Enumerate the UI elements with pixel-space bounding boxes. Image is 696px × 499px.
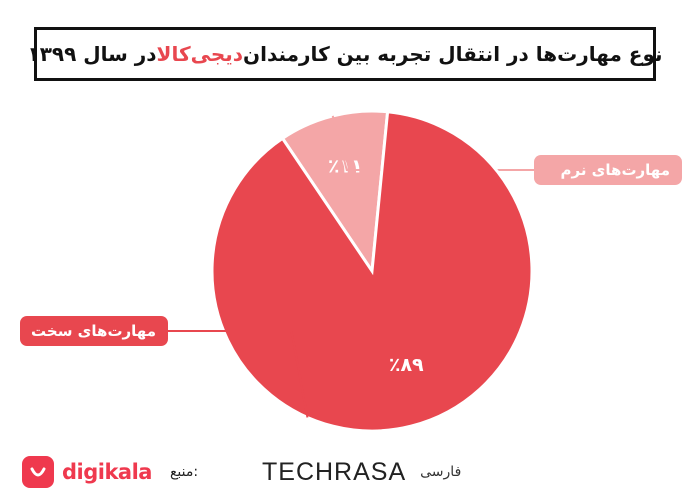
chart-title: نوع مهارت‌ها در انتقال تجربه بین کارمندا… — [27, 27, 663, 81]
pie-slice-2 — [210, 110, 534, 433]
title-prefix: نوع مهارت‌ها در انتقال تجربه بین کارمندا… — [243, 42, 663, 66]
source-logo-text: digikala — [62, 460, 152, 484]
source-credit: digikala منبع: — [22, 452, 198, 492]
brand-name: TECHRASA — [262, 457, 407, 486]
callout-box-1 — [534, 155, 682, 185]
slice-category-label-2: مهارت‌های سخت — [31, 322, 156, 340]
source-label: منبع: — [169, 464, 199, 480]
slice-category-label-1: مهارت‌های نرم — [561, 161, 671, 179]
leader-line-2 — [168, 330, 309, 418]
title-suffix: در سال ۱۳۹۹ — [27, 42, 157, 66]
brand-credit: TECHRASA فارسی — [262, 452, 461, 492]
smile-icon — [30, 467, 46, 477]
brand-sub: فارسی — [420, 464, 462, 480]
callout-box-2 — [20, 316, 168, 346]
digikala-logo-icon — [22, 456, 54, 488]
slice-value-label-2: ٪۸۹ — [389, 354, 424, 376]
title-highlight: دیجی‌کالا — [156, 42, 244, 66]
